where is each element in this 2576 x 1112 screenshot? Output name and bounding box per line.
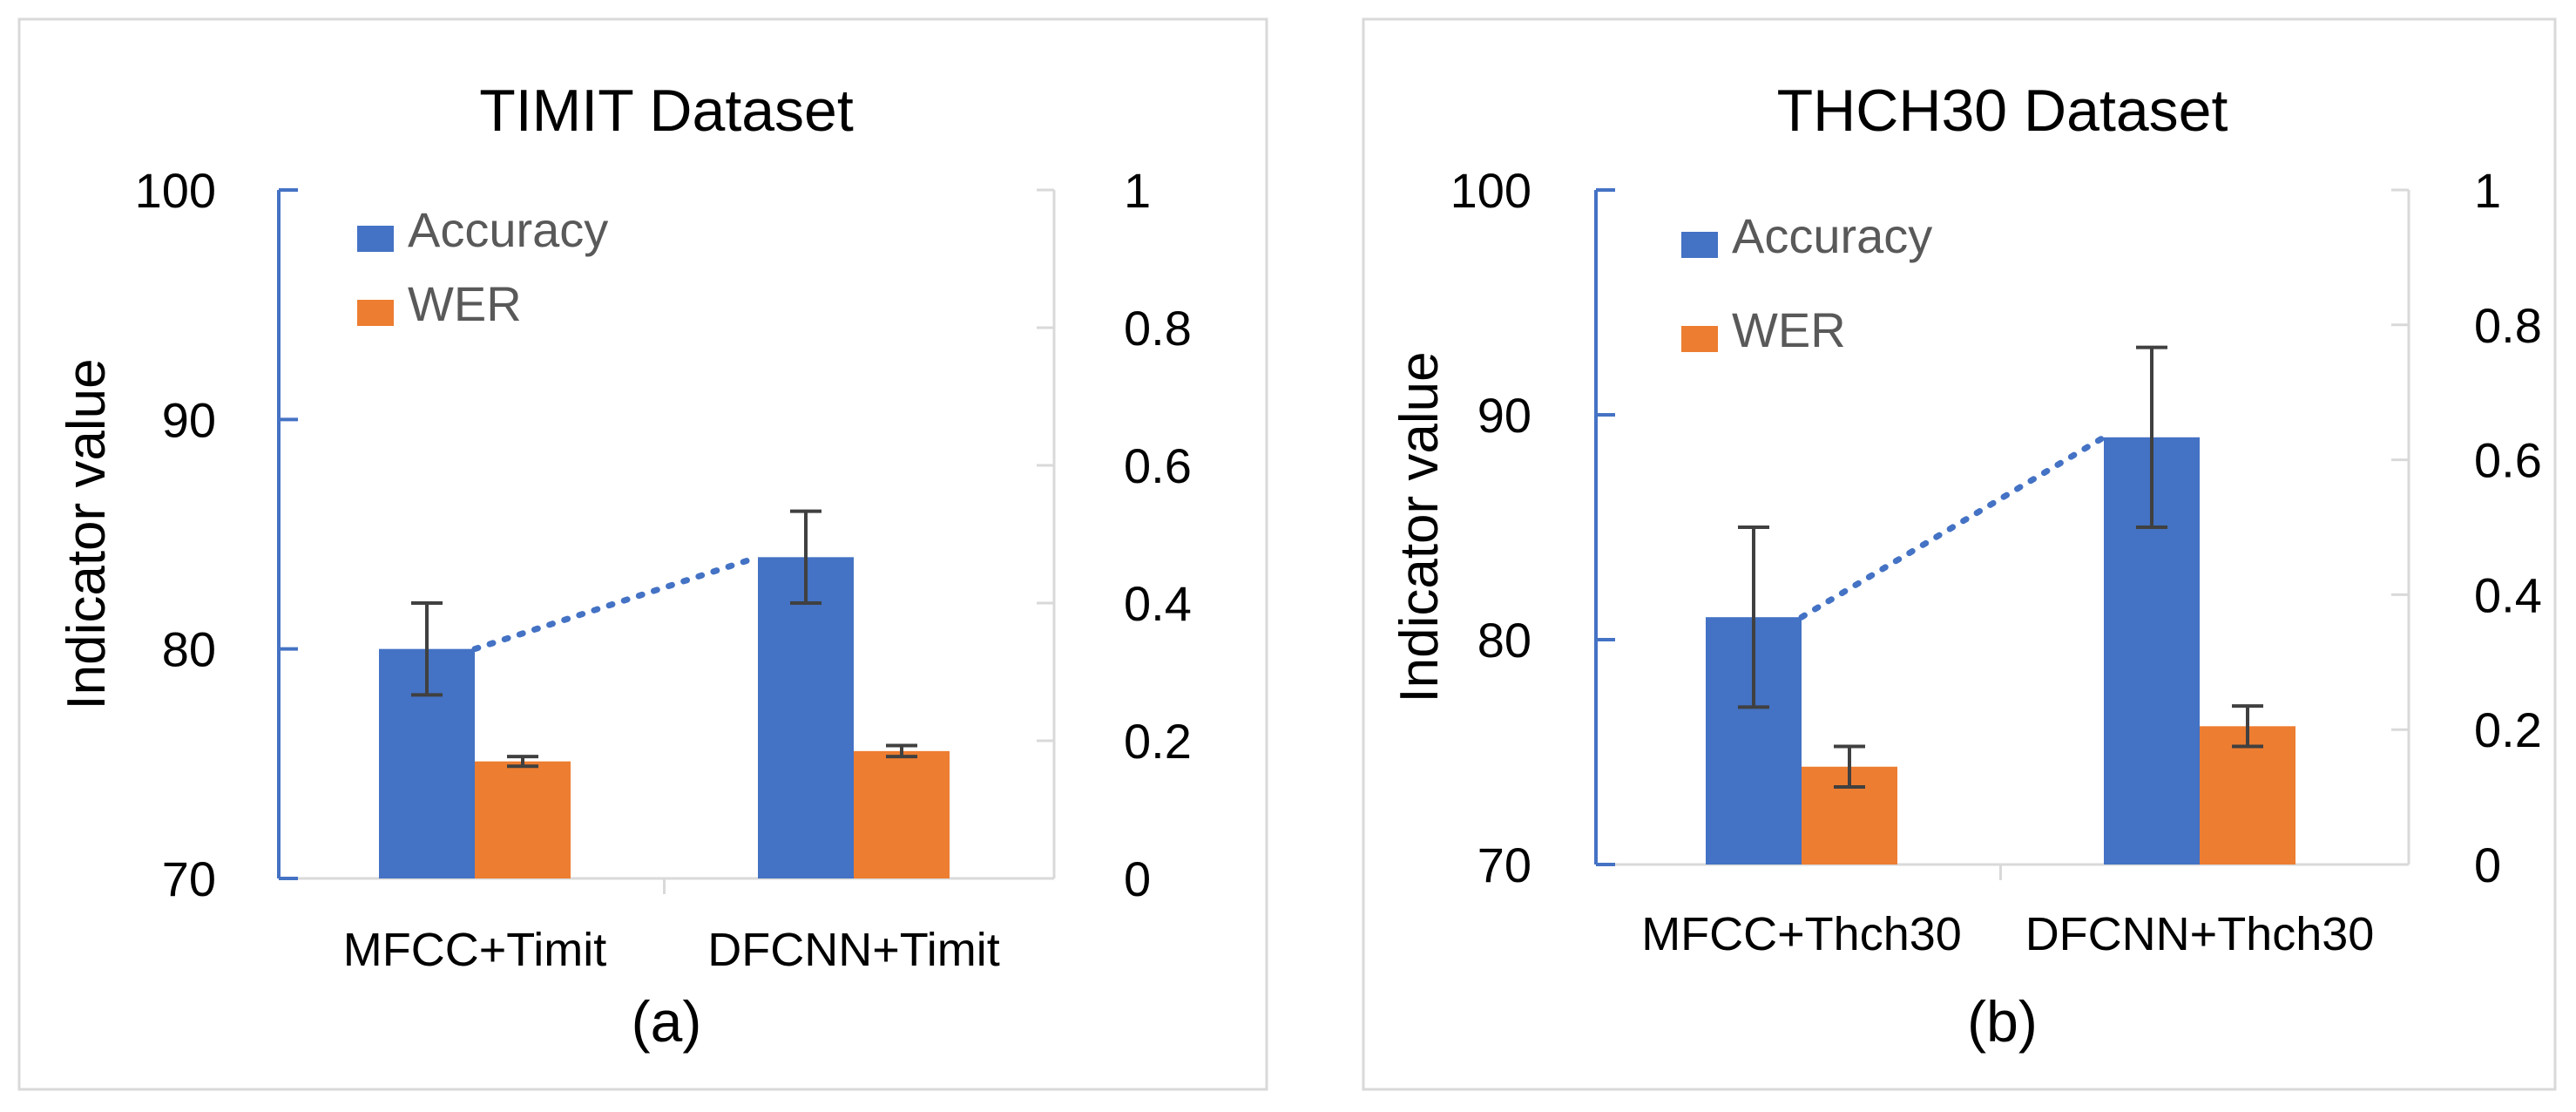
legend-label-wer: WER <box>408 276 522 331</box>
primary-y-tick-label: 80 <box>162 622 216 677</box>
y-axis-label: Indicator value <box>57 358 117 709</box>
secondary-y-tick-label: 1 <box>1124 163 1151 218</box>
chart-frame <box>17 17 1268 1091</box>
secondary-y-tick-label: 0 <box>2474 837 2501 892</box>
bar-wer <box>854 750 950 878</box>
legend-label-wer: WER <box>1732 302 1846 357</box>
x-category-label: MFCC+Timit <box>343 924 606 976</box>
legend-swatch-accuracy <box>1681 232 1718 258</box>
chart-title: TIMIT Dataset <box>479 78 854 144</box>
chart-caption: (b) <box>1967 989 2038 1054</box>
secondary-y-tick-label: 0.2 <box>1124 714 1192 769</box>
primary-y-tick-label: 90 <box>1477 388 1531 443</box>
secondary-y-tick-label: 0.6 <box>1124 438 1192 493</box>
trendline-accuracy <box>471 553 761 653</box>
secondary-y-tick-label: 0.8 <box>2474 298 2542 353</box>
secondary-y-tick-label: 0.4 <box>1124 576 1192 631</box>
chart-frame <box>1362 17 2557 1091</box>
legend-label-accuracy: Accuracy <box>1732 208 1932 263</box>
primary-y-tick-label: 80 <box>1477 613 1531 668</box>
legend-label-accuracy: Accuracy <box>408 202 608 257</box>
chart-panel-b: 70 80 90 100 0 0.2 0.4 0.6 0.8 1 MFCC+Thch30 DFCNN+… <box>1362 17 2557 1091</box>
bar-wer <box>2200 726 2295 865</box>
primary-y-tick-label: 100 <box>1450 163 1531 218</box>
primary-y-tick-label: 100 <box>135 163 216 218</box>
secondary-y-tick-label: 0.2 <box>2474 702 2542 757</box>
x-category-label: DFCNN+Thch30 <box>2025 908 2375 960</box>
chart-panel-a: 70 80 90 100 0 0.2 0.4 0.6 0.8 1 MFCC+Timit DFCNN+T… <box>17 17 1268 1091</box>
chart-title: THCH30 Dataset <box>1777 78 2228 144</box>
trendline-accuracy <box>1798 434 2107 620</box>
x-category-label: DFCNN+Timit <box>707 924 999 976</box>
secondary-y-tick-label: 0.8 <box>1124 301 1192 356</box>
bar-accuracy <box>758 557 854 878</box>
legend-swatch-accuracy <box>357 226 394 252</box>
primary-y-tick-label: 70 <box>1477 837 1531 892</box>
x-category-label: MFCC+Thch30 <box>1641 908 1962 960</box>
bar-wer <box>475 761 571 878</box>
secondary-y-tick-label: 0 <box>1124 851 1151 906</box>
primary-y-tick-label: 70 <box>162 851 216 906</box>
primary-y-tick-label: 90 <box>162 392 216 447</box>
legend-swatch-wer <box>357 300 394 326</box>
secondary-y-tick-label: 0.6 <box>2474 433 2542 488</box>
chart-caption: (a) <box>632 989 702 1054</box>
secondary-y-tick-label: 1 <box>2474 163 2501 218</box>
secondary-y-tick-label: 0.4 <box>2474 567 2542 622</box>
y-axis-label: Indicator value <box>1389 351 1450 702</box>
legend-swatch-wer <box>1681 326 1718 352</box>
